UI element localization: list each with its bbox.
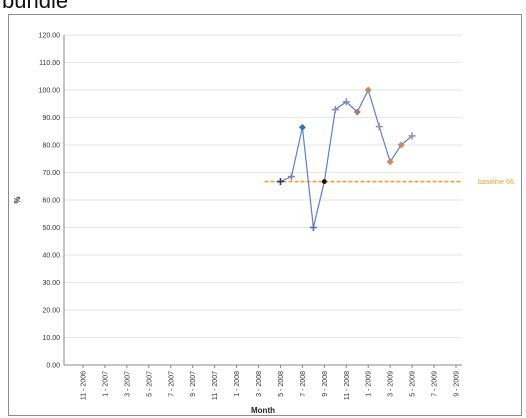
data-point (342, 98, 350, 106)
y-tick-label: 80.00 (42, 143, 60, 150)
x-tick-label: 9 - 2009 (454, 371, 461, 397)
x-tick-label: 3 - 2008 (256, 371, 263, 397)
y-tick-label: 120.00 (39, 33, 61, 40)
x-tick-label: 1 - 2009 (366, 371, 373, 397)
baseline: baseline 66. (264, 179, 516, 186)
x-axis: 11 - 2006 1 - 2007 3 - 2007 5 - 2007 7 - 200… (81, 365, 461, 415)
y-tick-label: 60.00 (42, 198, 60, 205)
data-point (276, 178, 284, 186)
x-tick-label: 5 - 2007 (146, 371, 153, 397)
x-tick-label: 3 - 2009 (388, 371, 395, 397)
y-tick-label: 0.00 (46, 363, 60, 370)
y-tick-label: 70.00 (42, 170, 60, 177)
gridlines (64, 34, 462, 366)
x-tick-label: 7 - 2007 (168, 371, 175, 397)
chart-frame (8, 14, 522, 416)
x-tick-label: 3 - 2007 (124, 371, 131, 397)
x-tick-label: 5 - 2008 (278, 371, 285, 397)
x-tick-label: 11 - 2006 (81, 371, 88, 400)
data-point (309, 224, 317, 231)
x-tick-label: 7 - 2009 (432, 371, 439, 397)
data-point (321, 179, 327, 184)
y-tick-label: 10.00 (42, 335, 60, 342)
data-point (331, 106, 339, 114)
x-tick-label: 1 - 2008 (234, 371, 241, 397)
baseline-label: baseline 66. (478, 179, 516, 186)
y-tick-label: 50.00 (42, 225, 60, 232)
data-point (386, 158, 394, 166)
series-line (280, 88, 413, 228)
series-line-path (280, 88, 413, 228)
y-tick-label: 100.00 (39, 88, 61, 95)
data-point (298, 123, 306, 131)
data-point (375, 123, 383, 131)
y-tick-label: 30.00 (42, 280, 60, 287)
y-tick-label: 110.00 (39, 60, 60, 67)
data-point (287, 173, 295, 181)
y-axis-title: % (13, 196, 22, 203)
page-heading: bundle (2, 0, 69, 13)
y-tick-label: 40.00 (42, 253, 60, 260)
x-tick-label: 11 - 2008 (344, 371, 351, 400)
x-tick-label: 7 - 2008 (300, 371, 307, 397)
data-points (276, 86, 416, 231)
x-tick-label: 9 - 2007 (190, 371, 197, 397)
y-axis: 0.00 10.00 20.00 30.00 40.00 50.00 60.00 70.00 8… (13, 33, 65, 370)
data-point (364, 86, 372, 94)
x-tick-label: 5 - 2009 (410, 371, 417, 397)
data-point (353, 108, 361, 116)
x-tick-label: 11 - 2007 (212, 371, 219, 400)
y-tick-label: 20.00 (42, 308, 60, 315)
x-tick-label: 1 - 2007 (102, 371, 109, 397)
y-tick-label: 90.00 (42, 115, 60, 122)
data-point (408, 132, 416, 140)
data-point (397, 141, 405, 149)
x-axis-title: Month (251, 406, 275, 415)
x-tick-label: 9 - 2008 (322, 371, 329, 397)
